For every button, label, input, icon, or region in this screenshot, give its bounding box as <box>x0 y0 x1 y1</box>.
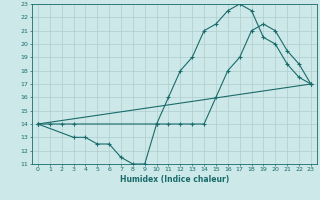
X-axis label: Humidex (Indice chaleur): Humidex (Indice chaleur) <box>120 175 229 184</box>
